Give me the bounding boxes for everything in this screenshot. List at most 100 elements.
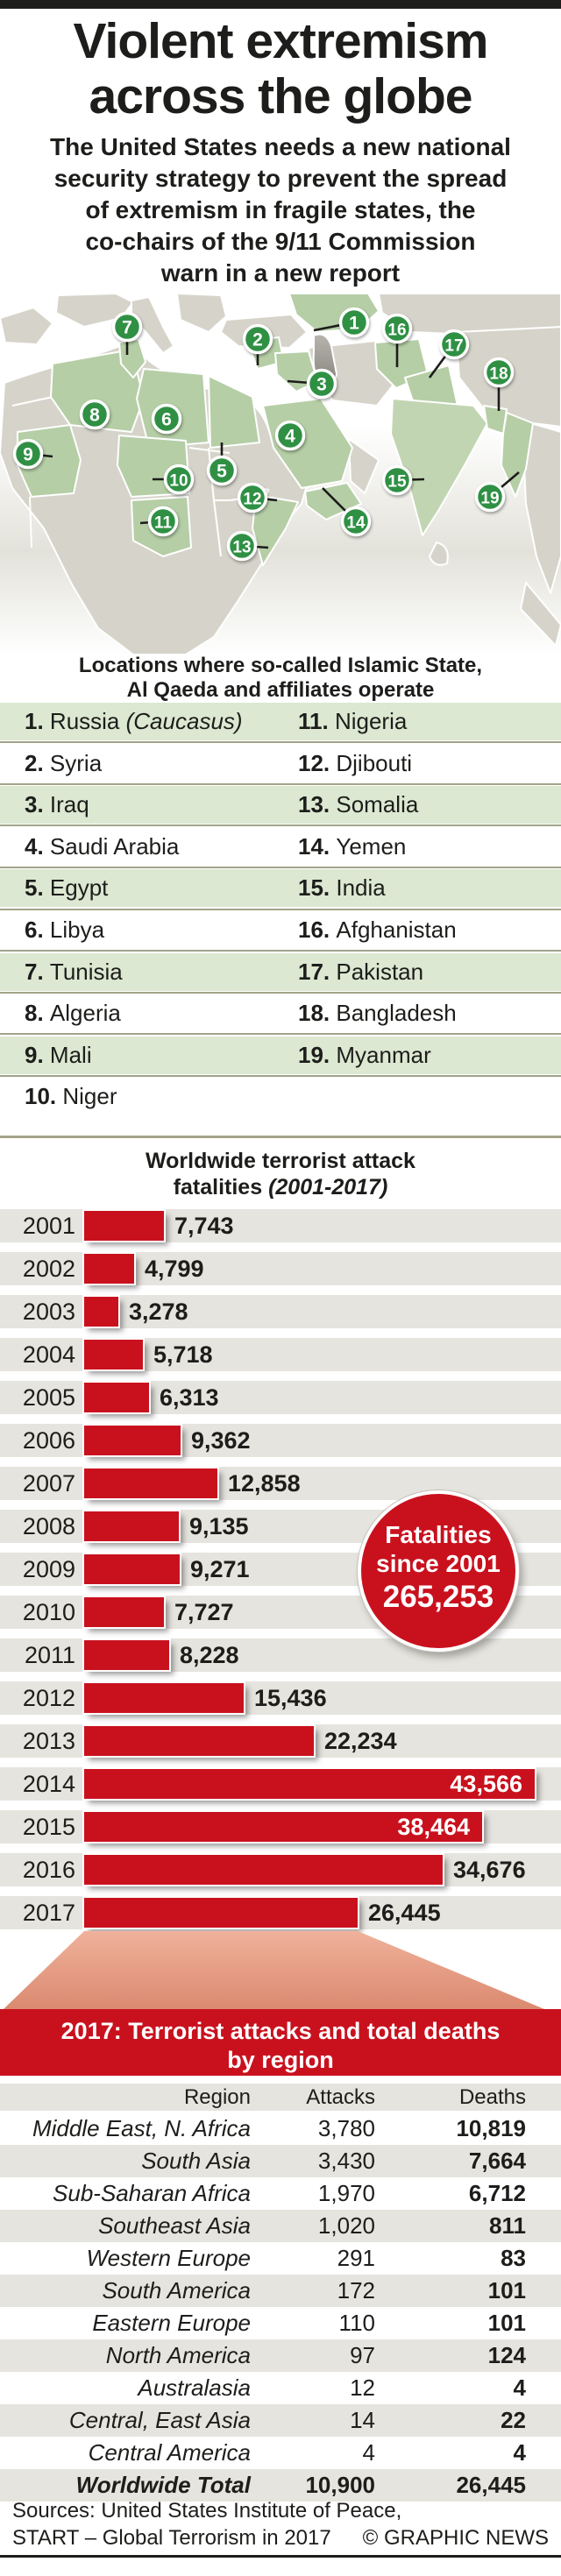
attacks-cell: 1,020 xyxy=(317,2212,375,2239)
value-label: 7,743 xyxy=(174,1213,234,1239)
map-land-sri-lanka xyxy=(429,541,449,566)
chart-title-line2: fatalities xyxy=(173,1175,263,1200)
attacks-deaths-table: Region Attacks Deaths Middle East, N. Afric… xyxy=(0,2084,561,2502)
map-marker-3: 3 xyxy=(306,368,337,400)
attacks-cell: 14 xyxy=(350,2407,375,2433)
table-row: Australasia 12 4 xyxy=(0,2372,561,2404)
fatalities-bar xyxy=(84,1726,314,1756)
map-country-india xyxy=(390,398,488,536)
map-land-balkans xyxy=(176,294,227,333)
column-header-attacks: Attacks xyxy=(306,2085,375,2109)
year-label: 2009 xyxy=(22,1556,75,1582)
map-marker-5: 5 xyxy=(206,455,238,486)
location-row-8: 8. Algeria 18. Bangladesh xyxy=(0,994,561,1032)
region-cell: Eastern Europe xyxy=(92,2310,251,2336)
location-item: 13. Somalia xyxy=(298,791,419,818)
attacks-cell: 97 xyxy=(350,2342,375,2368)
svg-text:15: 15 xyxy=(387,473,407,492)
row-separator xyxy=(0,950,561,952)
chart-row-2006: 2006 9,362 xyxy=(0,1424,561,1457)
table-row: North America 97 124 xyxy=(0,2339,561,2372)
map-marker-7: 7 xyxy=(111,311,143,343)
year-label: 2016 xyxy=(22,1857,75,1883)
table-row: Southeast Asia 1,020 811 xyxy=(0,2210,561,2242)
deaths-cell: 7,664 xyxy=(468,2148,526,2174)
year-label: 2017 xyxy=(22,1900,75,1926)
fatalities-bar xyxy=(84,1898,358,1928)
location-item: 6. Libya xyxy=(25,916,105,943)
page-title: Violent extremism across the globe xyxy=(73,13,489,124)
location-item: 9. Mali xyxy=(25,1041,92,1068)
value-label: 9,135 xyxy=(189,1513,249,1539)
map-marker-17: 17 xyxy=(438,329,470,360)
deaths-cell: 6,712 xyxy=(468,2180,526,2206)
year-label: 2013 xyxy=(22,1728,75,1754)
location-item: 11. Nigeria xyxy=(298,708,408,734)
value-label: 6,313 xyxy=(160,1384,219,1411)
table-row: Central, East Asia 14 22 xyxy=(0,2404,561,2437)
region-cell: Western Europe xyxy=(86,2245,251,2271)
fatalities-bar xyxy=(84,1468,217,1498)
map-marker-9: 9 xyxy=(12,438,44,470)
fatalities-bar xyxy=(84,1640,169,1670)
location-item: 4. Saudi Arabia xyxy=(25,832,180,860)
map-marker-19: 19 xyxy=(474,481,506,513)
badge-value: 265,253 xyxy=(382,1580,494,1614)
year-label: 2005 xyxy=(22,1384,75,1411)
chart-row-2012: 2012 15,436 xyxy=(0,1681,561,1715)
column-header-deaths: Deaths xyxy=(458,2085,526,2109)
attacks-cell: 1,970 xyxy=(317,2180,375,2206)
deaths-cell: 22 xyxy=(501,2407,526,2433)
svg-text:4: 4 xyxy=(285,427,295,447)
map-marker-11: 11 xyxy=(147,506,179,537)
map-marker-15: 15 xyxy=(381,464,413,496)
fatalities-bar xyxy=(84,1855,443,1885)
region-cell: Central, East Asia xyxy=(68,2407,251,2433)
map-country-yemen xyxy=(304,482,362,520)
map-marker-13: 13 xyxy=(226,530,258,562)
row-separator xyxy=(0,1075,561,1078)
table-header-band: 2017: Terrorist attacks and total deaths… xyxy=(0,2009,561,2076)
map-country-egypt xyxy=(208,375,260,449)
location-row-6: 6. Libya 16. Afghanistan xyxy=(0,911,561,949)
region-cell: Australasia xyxy=(138,2374,251,2401)
table-row: Sub-Saharan Africa 1,970 6,712 xyxy=(0,2177,561,2210)
year-label: 2004 xyxy=(22,1341,75,1368)
fatalities-bar xyxy=(84,1554,180,1584)
location-row-5: 5. Egypt 15. India xyxy=(0,869,561,908)
svg-text:6: 6 xyxy=(161,410,172,430)
deaths-cell: 101 xyxy=(487,2310,526,2336)
location-row-9: 9. Mali 19. Myanmar xyxy=(0,1036,561,1074)
location-item: 19. Myanmar xyxy=(298,1041,431,1068)
map-marker-6: 6 xyxy=(151,403,182,435)
map-marker-18: 18 xyxy=(483,357,515,388)
row-separator xyxy=(0,867,561,869)
value-label: 38,464 xyxy=(397,1814,470,1840)
section-divider xyxy=(0,1136,561,1138)
year-label: 2014 xyxy=(22,1771,75,1797)
region-cell: Middle East, N. Africa xyxy=(32,2115,251,2141)
location-row-3: 3. Iraq 13. Somalia xyxy=(0,786,561,824)
table-row: Central America 4 4 xyxy=(0,2437,561,2469)
svg-text:13: 13 xyxy=(232,539,251,557)
table-row: Eastern Europe 110 101 xyxy=(0,2307,561,2339)
world-map: 1 2 3 4 5 6 7 8 9 10 11 12 13 14 15 16 17 18 19 xyxy=(0,294,561,655)
location-item: 2. Syria xyxy=(25,749,103,776)
location-item: 10. Niger xyxy=(25,1083,117,1110)
locations-heading: Locations where so-called Islamic State,… xyxy=(78,654,483,702)
map-marker-12: 12 xyxy=(237,482,268,513)
fatalities-bar xyxy=(84,1683,244,1713)
table-row: South Asia 3,430 7,664 xyxy=(0,2145,561,2177)
svg-text:18: 18 xyxy=(489,365,508,384)
location-item: 3. Iraq xyxy=(25,791,89,818)
chart-row-2011: 2011 8,228 xyxy=(0,1638,561,1672)
chart-row-2014: 2014 43,566 xyxy=(0,1767,561,1801)
svg-text:8: 8 xyxy=(89,406,100,426)
location-item: 18. Bangladesh xyxy=(298,1000,457,1027)
year-label: 2006 xyxy=(22,1427,75,1454)
svg-text:1: 1 xyxy=(349,314,359,334)
location-item: 7. Tunisia xyxy=(25,958,123,985)
fatalities-bar xyxy=(84,1211,164,1241)
